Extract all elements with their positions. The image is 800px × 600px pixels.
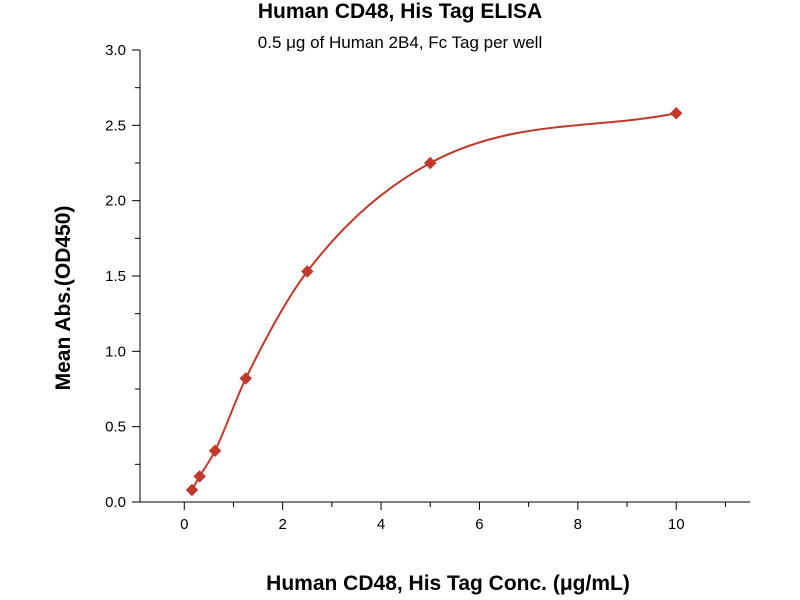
y-tick-label: 2.0 — [105, 193, 126, 210]
chart-title: Human CD48, His Tag ELISA — [257, 0, 543, 23]
data-point — [239, 372, 253, 385]
x-tick-label: 8 — [574, 516, 582, 533]
data-point — [423, 156, 437, 170]
data-points — [185, 106, 683, 497]
chart-subtitle: 0.5 μg of Human 2B4, Fc Tag per well — [257, 33, 543, 52]
y-tick-label: 1.5 — [105, 268, 126, 285]
data-point — [185, 483, 199, 497]
x-tick-label: 4 — [377, 516, 385, 533]
y-tick-label: 1.0 — [105, 343, 126, 360]
y-axis-label: Mean Abs.(OD450) — [52, 206, 75, 391]
y-tick-label: 3.0 — [105, 42, 126, 59]
data-point — [300, 265, 314, 278]
data-point — [193, 470, 207, 483]
x-axis-label: Human CD48, His Tag Conc. (μg/mL) — [266, 572, 630, 595]
y-ticks: 0.0 0.5 1.0 1.5 2.0 2.5 3.0 — [105, 42, 140, 511]
x-tick-label: 2 — [278, 516, 286, 533]
y-tick-label: 2.5 — [105, 117, 126, 134]
data-point — [669, 106, 683, 120]
data-point — [208, 444, 222, 458]
fit-curve — [191, 112, 677, 491]
x-ticks: 0 2 4 6 8 10 — [180, 502, 726, 533]
y-tick-label: 0.0 — [105, 494, 126, 511]
axes — [139, 50, 750, 503]
x-tick-label: 10 — [668, 516, 685, 533]
x-tick-label: 0 — [180, 516, 188, 533]
x-tick-label: 6 — [475, 516, 483, 533]
y-tick-label: 0.5 — [105, 419, 126, 436]
